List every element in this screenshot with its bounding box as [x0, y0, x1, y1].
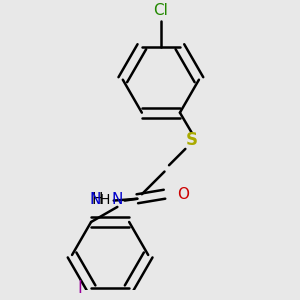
- Text: I: I: [77, 279, 82, 297]
- Text: O: O: [177, 187, 189, 202]
- Text: H: H: [100, 193, 110, 207]
- Text: N: N: [112, 192, 123, 207]
- Text: N: N: [90, 192, 101, 207]
- Text: S: S: [186, 131, 198, 149]
- Text: Cl: Cl: [153, 3, 168, 18]
- Text: H: H: [92, 192, 103, 207]
